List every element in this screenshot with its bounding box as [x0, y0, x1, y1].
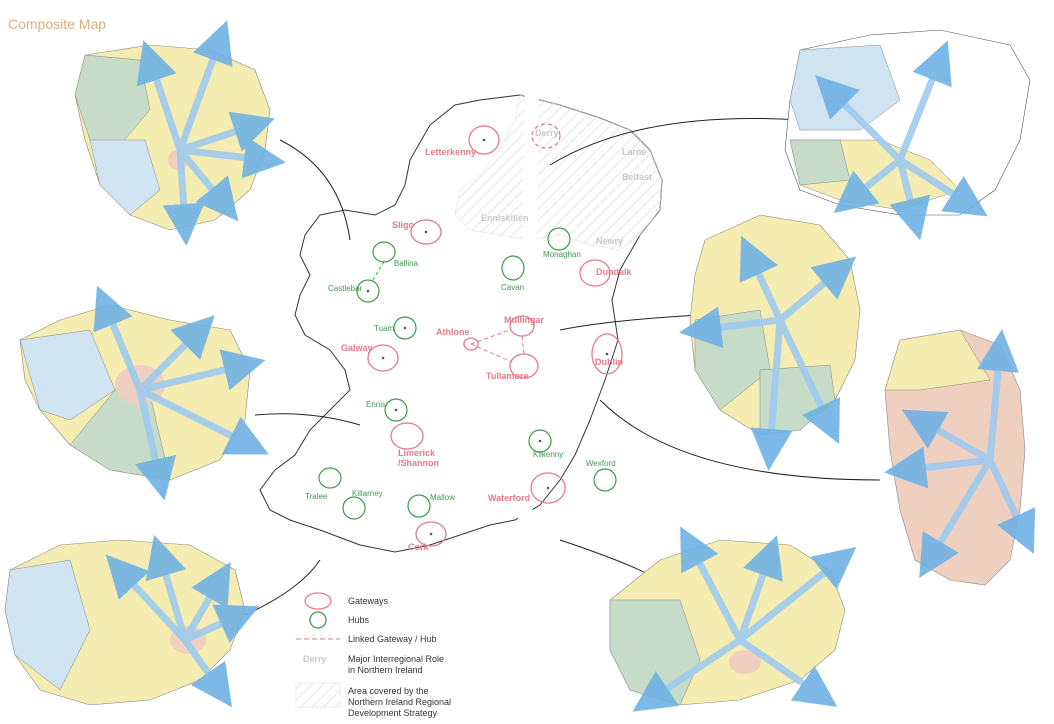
label-larne: Larne — [622, 147, 647, 157]
ni-hatch-area — [454, 94, 663, 251]
label-belfast: Belfast — [622, 172, 653, 182]
label-enniskillen: Enniskillen — [481, 213, 529, 223]
ballina-castlebar-link — [371, 261, 385, 282]
label-galway: Galway — [341, 343, 373, 353]
label-ennis: Ennis — [366, 400, 387, 409]
legend-area-covered: Area covered by the Northern Ireland Reg… — [348, 686, 452, 718]
center-gap — [518, 84, 539, 531]
label-tuam: Tuam — [374, 324, 395, 333]
legend-hubs: Hubs — [348, 615, 370, 625]
legend-major-role: Major Interregional Role in Northern Ire… — [348, 654, 445, 675]
legend-symbols — [295, 592, 341, 708]
corridor-arrows — [93, 20, 1036, 712]
label-derry: Derry — [535, 128, 559, 138]
centre-dots — [366, 138, 609, 536]
label-newry: Newry — [596, 236, 624, 246]
label-limerick: Limerick /Shannon — [398, 448, 439, 468]
label-killarney: Killarney — [352, 489, 383, 498]
label-letterkenny: Letterkenny — [425, 147, 477, 157]
label-tullamore: Tullamore — [486, 371, 529, 381]
label-dundalk: Dundalk — [596, 267, 632, 277]
label-mallow: Mallow — [430, 493, 455, 502]
linked-lines — [470, 329, 525, 363]
label-cork: Cork — [408, 542, 429, 552]
gateway-ellipses — [367, 123, 623, 547]
label-castlebar: Castlebar — [328, 284, 363, 293]
map-title: Composite Map — [8, 16, 107, 32]
label-mullingar: Mullingar — [504, 315, 544, 325]
label-waterford: Waterford — [488, 493, 531, 503]
inset-southwest — [4, 539, 246, 706]
label-wexford: Wexford — [586, 459, 616, 468]
label-athlone: Athlone — [436, 327, 470, 337]
label-cavan: Cavan — [501, 283, 525, 292]
label-ballina: Ballina — [394, 259, 419, 268]
label-sligo: Sligo — [392, 220, 414, 230]
label-tralee: Tralee — [305, 492, 328, 501]
inset-midwest — [19, 304, 251, 481]
label-kilkenny: Kilkenny — [533, 450, 564, 459]
label-monaghan: Monaghan — [543, 250, 581, 259]
legend-linked: Linked Gateway / Hub — [348, 634, 437, 644]
hub-ellipses — [318, 227, 617, 520]
inset-east — [884, 329, 1026, 586]
legend-gateways: Gateways — [348, 596, 389, 606]
label-dublin: Dublin — [595, 357, 623, 367]
legend-derry-sample: Derry — [303, 654, 327, 664]
